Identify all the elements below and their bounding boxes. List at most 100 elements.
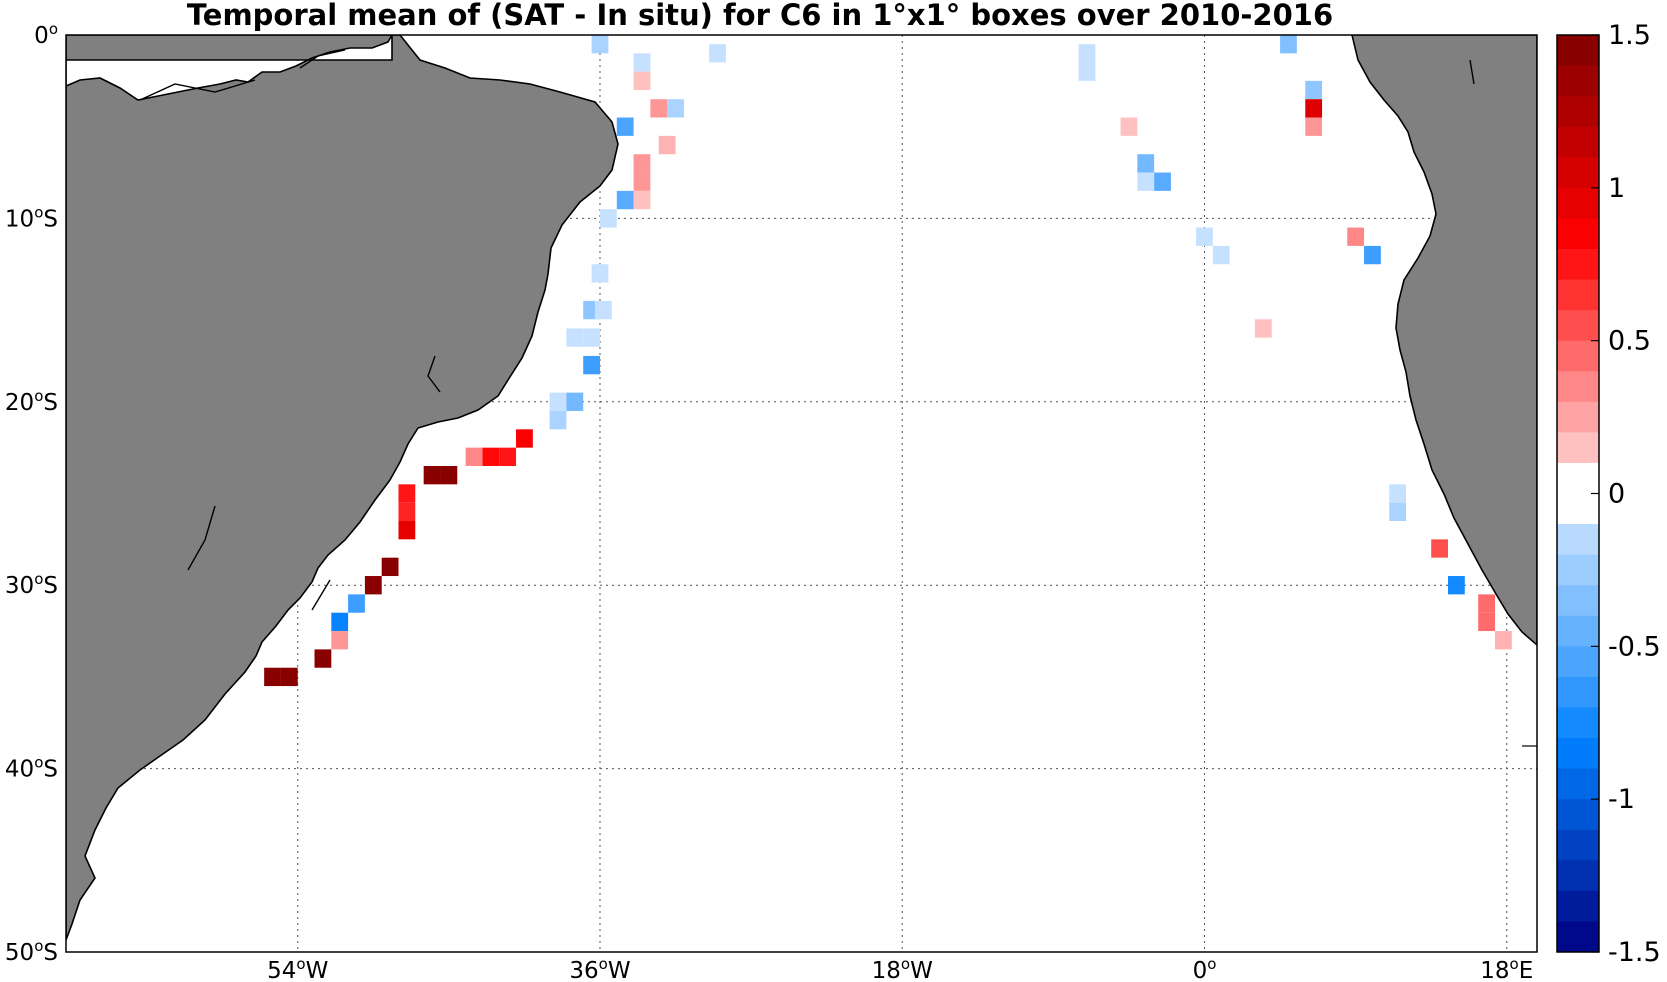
chart-title: Temporal mean of (SAT - In situ) for C6 …	[187, 0, 1333, 32]
heatmap-cell	[709, 44, 726, 63]
heatmap-cell	[1254, 319, 1272, 338]
heatmap-cell	[1364, 245, 1381, 265]
heatmap-cell	[1431, 539, 1449, 558]
colorbar-level	[1557, 371, 1599, 403]
africa-landmass	[1351, 35, 1537, 647]
heatmap-cell	[398, 502, 416, 522]
colorbar-level	[1557, 921, 1599, 953]
heatmap-cell	[633, 172, 651, 191]
heatmap-cell	[633, 154, 651, 173]
heatmap-cell	[1120, 117, 1138, 136]
heatmap-cell	[616, 190, 634, 210]
heatmap-cell	[398, 521, 416, 540]
heatmap-cell	[398, 484, 416, 503]
heatmap-cell	[1154, 172, 1171, 191]
heatmap-cell	[264, 667, 281, 687]
heatmap-cell	[482, 447, 500, 466]
heatmap-cell	[594, 300, 612, 320]
colorbar-level	[1557, 401, 1599, 433]
axis-tick-label: 30oS	[5, 570, 58, 599]
heatmap-cell	[348, 594, 365, 613]
colorbar: 1.5 1 0.5 0 -0.5 -1 -1.5	[1556, 20, 1661, 968]
heatmap-cell	[1448, 576, 1465, 595]
axis-tick-label: 0o	[1193, 955, 1217, 982]
heatmap-cell	[633, 190, 651, 210]
colorbar-level	[1557, 218, 1599, 250]
colorbar-level	[1557, 310, 1599, 342]
colorbar-level	[1557, 707, 1599, 739]
heatmap-cell	[583, 328, 600, 347]
heatmap-cell	[280, 667, 298, 687]
colorbar-level	[1557, 554, 1599, 586]
colorbar-level	[1557, 860, 1599, 892]
heatmap-cell	[549, 410, 567, 430]
map-frame	[65, 34, 1538, 953]
heatmap-cell	[465, 447, 483, 466]
heatmap-cell	[1137, 154, 1155, 173]
colorbar-level	[1557, 96, 1599, 128]
heatmap-cell	[633, 53, 651, 72]
colorbar-level	[1557, 524, 1599, 556]
colorbar-tick-label: 0	[1608, 479, 1625, 510]
heatmap-cell	[566, 328, 584, 347]
heatmap-cell	[1305, 117, 1323, 136]
heatmap-cell	[423, 465, 441, 485]
heatmap-cell	[1389, 502, 1407, 522]
heatmap-cell	[566, 392, 584, 411]
axis-tick-label: 0o	[34, 20, 58, 49]
heatmap-cell	[1305, 80, 1323, 100]
heatmap-cell	[599, 209, 617, 228]
colorbar-level	[1557, 646, 1599, 678]
heatmap-cell	[1389, 484, 1407, 503]
heatmap-cell	[633, 71, 651, 91]
axis-tick-label: 54oW	[267, 955, 328, 982]
heatmap-cell	[1495, 631, 1512, 650]
colorbar-tick-label: -1	[1608, 784, 1635, 815]
map-panel	[65, 34, 1538, 953]
colorbar-level	[1557, 890, 1599, 922]
heatmap-cell	[591, 35, 609, 54]
heatmap-cell	[1478, 612, 1496, 632]
colorbar-level	[1557, 615, 1599, 647]
axis-tick-label: 36oW	[569, 955, 630, 982]
heatmap-cell	[1347, 227, 1365, 246]
colorbar-level	[1557, 157, 1599, 189]
heatmap-cell	[1137, 172, 1155, 191]
heatmap-cell	[549, 392, 567, 411]
heatmap-cell	[331, 631, 349, 650]
axis-tick-label: 18oE	[1480, 955, 1533, 982]
heatmap-cell	[1478, 594, 1496, 613]
colorbar-level	[1557, 493, 1599, 525]
heatmap-cell	[591, 264, 609, 283]
colorbar-level	[1557, 65, 1599, 97]
heatmap-cell	[331, 612, 349, 632]
colorbar-level	[1557, 462, 1599, 494]
colorbar-level	[1557, 432, 1599, 464]
heatmap-cell	[1078, 62, 1096, 81]
river-details	[139, 49, 1475, 611]
south-america-landmass	[66, 35, 619, 941]
colorbar-level	[1557, 248, 1599, 281]
colorbar-level	[1557, 768, 1599, 800]
colorbar-tick-label: 1	[1608, 173, 1625, 204]
heatmap-cell	[440, 465, 458, 485]
axis-tick-label: 50oS	[5, 937, 58, 966]
colorbar-level	[1557, 340, 1599, 372]
colorbar-tick-label: 0.5	[1608, 326, 1651, 357]
colorbar-level	[1557, 829, 1599, 861]
heatmap-cell	[381, 557, 399, 577]
colorbar-tick-label: -1.5	[1608, 937, 1661, 968]
axis-tick-label: 20oS	[5, 387, 58, 416]
colorbar-level	[1557, 279, 1599, 311]
heatmap-cell	[583, 355, 600, 375]
heatmap-cell	[667, 99, 684, 118]
colorbar-level	[1557, 799, 1599, 831]
heatmap-cell	[1078, 44, 1096, 63]
heatmap-cell	[650, 99, 668, 118]
colorbar-level	[1557, 585, 1599, 617]
heatmap-cell	[314, 649, 332, 668]
heatmap-cell	[516, 429, 533, 448]
heatmap-cell	[499, 447, 517, 466]
heatmap-cell	[364, 576, 382, 595]
